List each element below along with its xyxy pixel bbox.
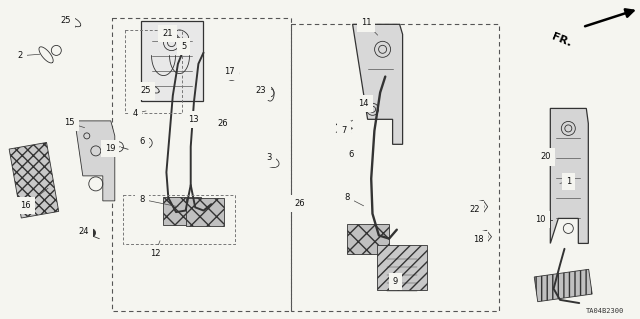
Text: 6: 6: [140, 137, 145, 146]
Text: FR.: FR.: [550, 31, 573, 48]
Text: 3: 3: [266, 153, 271, 162]
Text: 21: 21: [163, 29, 173, 38]
Text: 15: 15: [64, 118, 74, 127]
Bar: [377, 245, 427, 290]
Text: 25: 25: [141, 86, 151, 95]
Text: 7: 7: [342, 126, 347, 135]
Bar: [291, 24, 499, 311]
Bar: [534, 269, 592, 302]
Text: 8: 8: [140, 195, 145, 204]
Text: 8: 8: [344, 193, 349, 202]
Text: 26: 26: [218, 119, 228, 128]
Circle shape: [298, 202, 301, 206]
Bar: [123, 195, 235, 244]
FancyArrowPatch shape: [585, 9, 634, 26]
Text: 25: 25: [60, 16, 70, 25]
Text: 4: 4: [133, 109, 138, 118]
Text: 14: 14: [358, 99, 369, 108]
Circle shape: [88, 229, 95, 237]
Text: 5: 5: [181, 42, 186, 51]
Text: 24: 24: [78, 227, 88, 236]
Text: 12: 12: [150, 249, 160, 258]
Text: 23: 23: [256, 86, 266, 95]
Bar: [163, 197, 202, 225]
Text: 1: 1: [566, 177, 571, 186]
Text: TA04B2300: TA04B2300: [586, 308, 624, 314]
Text: 19: 19: [105, 144, 115, 153]
Text: 6: 6: [348, 150, 353, 159]
Text: 18: 18: [474, 235, 484, 244]
Bar: [9, 143, 59, 218]
Text: 9: 9: [393, 277, 398, 286]
Polygon shape: [75, 121, 115, 201]
Text: 17: 17: [224, 67, 234, 76]
Bar: [125, 30, 182, 113]
Text: 11: 11: [361, 19, 371, 27]
Text: 20: 20: [540, 152, 550, 161]
Bar: [186, 198, 224, 226]
Text: 22: 22: [470, 205, 480, 214]
Text: 13: 13: [188, 115, 198, 124]
Bar: [347, 224, 389, 254]
Text: 16: 16: [20, 201, 31, 210]
Text: 26: 26: [294, 199, 305, 208]
Text: 2: 2: [18, 51, 23, 60]
Bar: [141, 21, 202, 100]
Polygon shape: [550, 108, 588, 243]
Polygon shape: [353, 24, 403, 144]
Bar: [112, 18, 291, 311]
Text: 10: 10: [536, 215, 546, 224]
